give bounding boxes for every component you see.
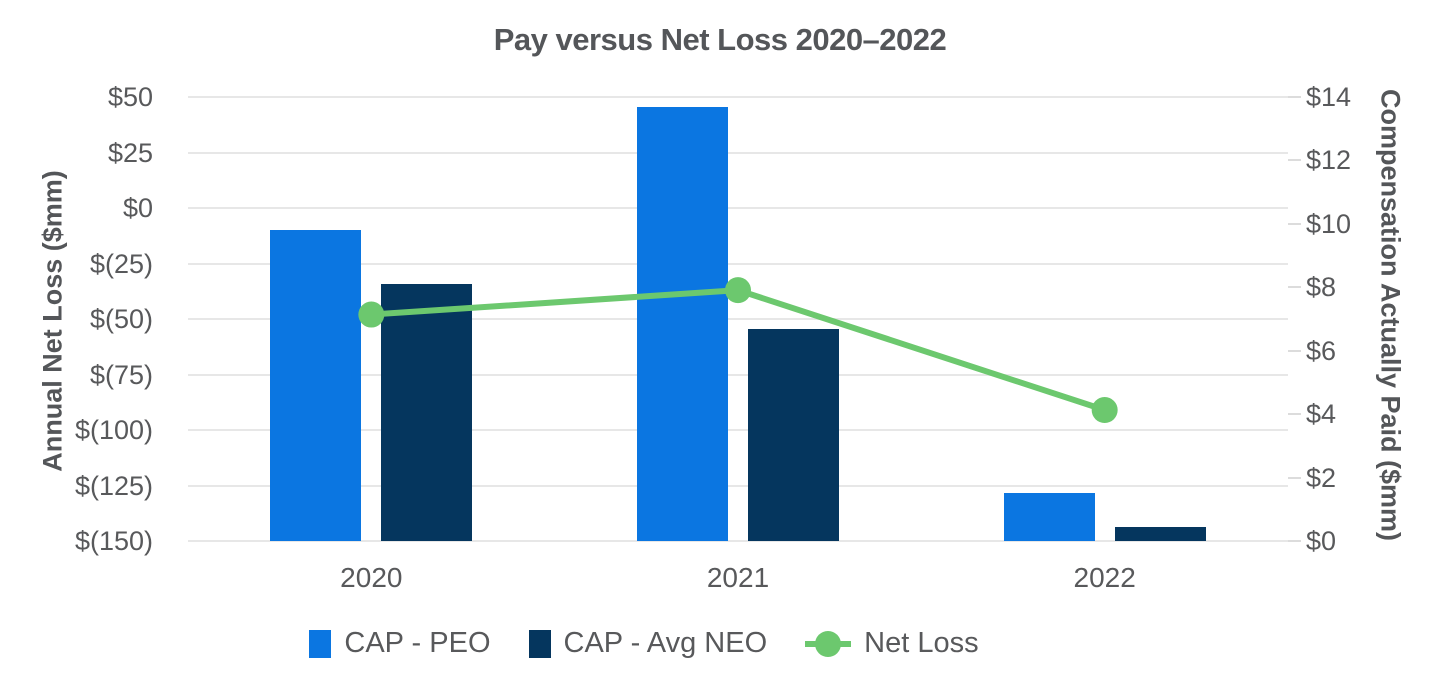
right-axis-tick-label: $10 — [1306, 208, 1352, 239]
plot-area — [188, 96, 1288, 542]
right-axis-tick — [1288, 349, 1301, 352]
left-axis-tick-label: $0 — [122, 193, 153, 223]
bar-cap-avg-neo-2022 — [1114, 526, 1206, 541]
right-axis-tick-label: $0 — [1306, 526, 1337, 556]
left-axis-tick-label: $(50) — [89, 304, 153, 334]
right-axis-tick-label: $8 — [1306, 272, 1337, 303]
gridline — [188, 540, 1288, 542]
right-axis-tick — [1288, 159, 1301, 162]
bar-cap-avg-neo-2020 — [381, 284, 473, 541]
bar-cap-peo-2021 — [637, 106, 728, 541]
right-axis-tick-label: $6 — [1306, 335, 1337, 366]
legend-label-net-loss: Net Loss — [864, 627, 979, 659]
legend-item-cap-avg-neo: CAP - Avg NEO — [528, 627, 768, 660]
bar-cap-peo-2022 — [1003, 493, 1095, 541]
legend-item-net-loss: Net Loss — [805, 627, 979, 660]
left-axis-tick-label: $25 — [107, 137, 153, 168]
x-axis-label-2020: 2020 — [340, 562, 403, 593]
net-loss-line — [371, 287, 1106, 413]
left-axis-tick-label: $(75) — [89, 359, 153, 390]
line-series-net-loss — [358, 277, 1118, 424]
legend-dot-net-loss — [815, 630, 842, 657]
left-axis-tick-label: $(125) — [74, 470, 153, 501]
right-axis-tick-label: $2 — [1306, 462, 1337, 493]
right-axis-tick-label: $14 — [1306, 82, 1352, 112]
x-axis-label-2022: 2022 — [1073, 562, 1136, 593]
right-axis-title: Compensation Actually Paid ($mm) — [1375, 88, 1406, 542]
left-axis-tick-label: $(150) — [74, 526, 153, 556]
right-axis-tick — [1288, 476, 1301, 479]
right-axis-tick — [1288, 413, 1301, 416]
legend-swatch-cap-avg-neo — [528, 629, 551, 658]
left-axis-tick-label: $(25) — [89, 248, 153, 279]
legend: CAP - PEO CAP - Avg NEO Net Loss — [0, 627, 1364, 660]
gridline — [188, 96, 1288, 98]
gridline — [188, 373, 1288, 376]
gridline — [188, 262, 1288, 265]
gridline — [188, 207, 1288, 209]
left-axis-tick-label: $50 — [107, 82, 153, 112]
net-loss-point-2022 — [1091, 397, 1118, 424]
gridline — [188, 318, 1288, 320]
right-axis-tick — [1288, 540, 1301, 542]
legend-label-cap-avg-neo: CAP - Avg NEO — [563, 627, 768, 659]
gridline — [188, 151, 1288, 154]
right-axis-tick — [1288, 286, 1301, 289]
gridline — [188, 429, 1288, 431]
net-loss-point-2021 — [725, 277, 751, 304]
right-axis-tick-label: $4 — [1306, 399, 1337, 430]
bar-cap-avg-neo-2021 — [748, 328, 839, 541]
chart-title: Pay versus Net Loss 2020–2022 — [493, 22, 947, 57]
x-axis-label-2021: 2021 — [706, 562, 770, 593]
bar-cap-peo-2020 — [270, 230, 362, 541]
gridline — [188, 484, 1288, 487]
right-axis-tick-label: $12 — [1306, 145, 1352, 176]
left-axis-tick-label: $(100) — [74, 415, 153, 445]
legend-swatch-cap-peo — [309, 629, 332, 658]
legend-label-cap-peo: CAP - PEO — [344, 627, 491, 659]
right-axis-tick — [1288, 96, 1301, 98]
legend-line-marker-net-loss — [805, 630, 852, 657]
right-axis-tick — [1288, 222, 1301, 225]
legend-item-cap-peo: CAP - PEO — [309, 627, 491, 660]
net-loss-point-2020 — [358, 301, 385, 328]
